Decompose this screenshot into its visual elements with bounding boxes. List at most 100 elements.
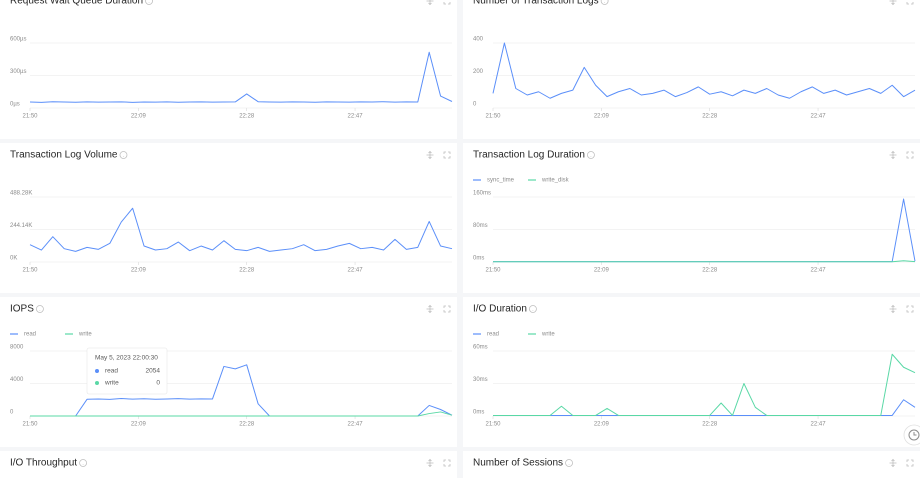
expand-icon[interactable] — [906, 151, 914, 159]
help-icon-dot — [568, 464, 570, 465]
y-tick-label: 300µs — [10, 69, 26, 75]
panel: IOPS 0 4000 8000 21:50 22:09 22:28 22:47 read wri… — [10, 304, 453, 428]
legend-label: sync_time — [487, 178, 515, 184]
help-icon[interactable] — [79, 459, 87, 467]
expand-icon[interactable] — [443, 0, 451, 5]
move-glyph — [889, 150, 897, 160]
expand-icon[interactable] — [443, 459, 451, 467]
x-tick-label: 22:28 — [239, 422, 255, 428]
tooltip-name: write — [104, 380, 119, 387]
move-icon[interactable] — [426, 0, 434, 6]
y-tick-label: 0 — [10, 410, 14, 416]
expand-glyph — [906, 151, 914, 159]
series-line — [29, 207, 453, 252]
clock-face — [908, 429, 920, 441]
move-glyph — [426, 0, 434, 6]
tooltip-dot — [95, 381, 99, 385]
x-tick-label: 22:47 — [348, 268, 364, 274]
x-tick-label: 21:50 — [22, 268, 38, 274]
panel-title: I/O Duration — [473, 304, 527, 315]
series-line — [492, 42, 916, 99]
y-tick-label: 4000 — [10, 377, 24, 383]
help-icon-dot — [604, 2, 606, 3]
y-tick-label: 8000 — [10, 345, 24, 351]
panel-title: I/O Throughput — [10, 458, 77, 469]
panel-title: IOPS — [10, 304, 34, 315]
x-tick-label: 22:09 — [131, 114, 147, 120]
expand-icon[interactable] — [443, 151, 451, 159]
panel: Number of Sessions — [473, 458, 914, 469]
legend-label: read — [487, 332, 499, 338]
y-tick-label: 0K — [10, 256, 17, 262]
expand-glyph — [906, 459, 914, 467]
help-icon[interactable] — [529, 305, 537, 313]
move-icon[interactable] — [889, 304, 897, 314]
time-button-bg — [903, 424, 920, 446]
x-tick-label: 22:28 — [239, 268, 255, 274]
panel-title: Transaction Log Volume — [10, 150, 118, 161]
series-line — [493, 198, 916, 263]
move-glyph — [889, 0, 897, 6]
legend-label: read — [24, 332, 36, 338]
move-icon[interactable] — [889, 150, 897, 160]
help-icon[interactable] — [119, 151, 128, 159]
x-tick-label: 21:50 — [485, 422, 501, 428]
help-icon[interactable] — [145, 0, 153, 5]
y-tick-label: 488.28K — [10, 191, 32, 197]
panel: Transaction Log Volume 0K 244.14K 488.28K 21… — [10, 150, 453, 274]
x-tick-label: 22:09 — [594, 114, 610, 120]
x-tick-label: 22:28 — [702, 268, 718, 274]
tooltip-dot — [95, 369, 99, 373]
help-icon-dot — [39, 310, 41, 311]
expand-icon[interactable] — [906, 459, 914, 467]
tooltip-value: 0 — [156, 380, 160, 387]
help-icon-dot — [123, 156, 124, 157]
help-icon[interactable] — [565, 459, 573, 467]
row-gap — [0, 139, 920, 143]
x-tick-label: 22:47 — [348, 114, 364, 120]
expand-icon[interactable] — [906, 0, 914, 5]
help-icon[interactable] — [600, 0, 609, 5]
move-glyph — [426, 150, 434, 160]
y-tick-label: 30ms — [473, 377, 488, 383]
panel-title: Number of Transaction Logs — [473, 0, 599, 7]
move-glyph — [426, 304, 434, 314]
expand-icon[interactable] — [906, 305, 914, 313]
x-tick-label: 21:50 — [22, 114, 38, 120]
tooltip-name: read — [105, 368, 118, 375]
x-tick-label: 21:50 — [485, 114, 501, 120]
move-icon[interactable] — [426, 458, 434, 468]
help-icon-dot — [148, 2, 150, 3]
y-tick-label: 244.14K — [10, 223, 32, 229]
y-tick-label: 600µs — [10, 37, 26, 43]
move-icon[interactable] — [889, 458, 897, 468]
x-tick-label: 22:28 — [702, 114, 718, 120]
move-icon[interactable] — [426, 304, 434, 314]
expand-glyph — [906, 0, 914, 5]
move-glyph — [889, 304, 897, 314]
expand-glyph — [906, 305, 914, 313]
panel-title: Request Wait Queue Duration — [10, 0, 143, 7]
panel: Number of Transaction Logs 0 200 400 21:50 22… — [473, 0, 916, 120]
series-line — [29, 51, 453, 103]
panel-title: Transaction Log Duration — [473, 150, 585, 161]
expand-glyph — [443, 459, 451, 467]
series-line — [493, 260, 916, 263]
expand-icon[interactable] — [443, 305, 451, 313]
move-icon[interactable] — [889, 0, 897, 6]
series-line — [493, 399, 916, 416]
legend-label: write_disk — [541, 178, 570, 184]
help-icon[interactable] — [36, 305, 44, 313]
y-tick-label: 0ms — [473, 410, 484, 416]
help-icon[interactable] — [587, 151, 595, 159]
panel: I/O Throughput — [10, 458, 451, 469]
move-icon[interactable] — [426, 150, 434, 160]
help-icon-dot — [82, 464, 84, 465]
move-glyph — [889, 458, 897, 468]
panel-title: Number of Sessions — [473, 458, 563, 469]
time-button[interactable] — [903, 424, 920, 446]
tooltip-box — [86, 347, 168, 395]
expand-glyph — [443, 0, 451, 5]
